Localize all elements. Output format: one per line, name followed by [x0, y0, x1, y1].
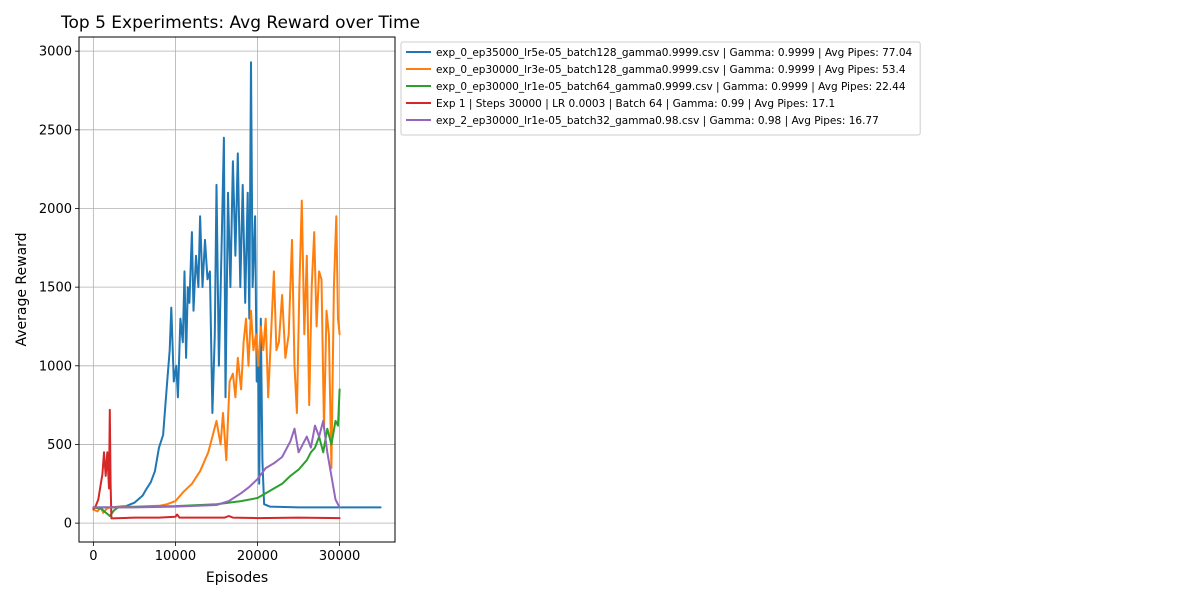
y-tick-label: 3000	[39, 45, 72, 60]
x-tick-label: 10000	[155, 549, 196, 564]
legend: exp_0_ep35000_lr5e-05_batch128_gamma0.99…	[400, 41, 921, 136]
legend-label-3: exp_0_ep30000_lr1e-05_batch64_gamma0.999…	[436, 81, 906, 93]
grid	[79, 37, 395, 542]
series-line-2	[92, 199, 341, 514]
series-line-1	[92, 61, 382, 509]
x-tick-label: 0	[89, 549, 97, 564]
x-tick-label: 30000	[319, 549, 360, 564]
y-tick-label: 2000	[39, 202, 72, 217]
y-tick-label: 1000	[39, 359, 72, 374]
x-axis-label: Episodes	[206, 570, 268, 586]
y-tick-label: 1500	[39, 281, 72, 296]
x-tick-label: 20000	[237, 549, 278, 564]
series-line-4	[92, 408, 341, 520]
y-axis-label: Average Reward	[14, 232, 30, 346]
legend-label-5: exp_2_ep30000_lr1e-05_batch32_gamma0.98.…	[436, 115, 879, 127]
legend-items: exp_0_ep35000_lr5e-05_batch128_gamma0.99…	[406, 47, 913, 127]
plot-frame	[78, 36, 396, 543]
axis-ticks: 0 10000 20000 30000 0 500 1000 1500 2000 2500 3000	[39, 45, 360, 564]
legend-label-2: exp_0_ep30000_lr3e-05_batch128_gamma0.99…	[436, 64, 906, 76]
chart-title: Top 5 Experiments: Avg Reward over Time	[60, 13, 420, 33]
series-lines	[92, 61, 382, 520]
series-line-5	[92, 419, 341, 509]
legend-label-4: Exp 1 | Steps 30000 | LR 0.0003 | Batch …	[436, 98, 835, 110]
y-tick-label: 2500	[39, 123, 72, 138]
y-tick-label: 0	[64, 517, 72, 532]
legend-box	[400, 41, 921, 136]
series-line-3	[92, 388, 341, 517]
legend-label-1: exp_0_ep35000_lr5e-05_batch128_gamma0.99…	[436, 47, 913, 59]
y-tick-label: 500	[47, 438, 72, 453]
